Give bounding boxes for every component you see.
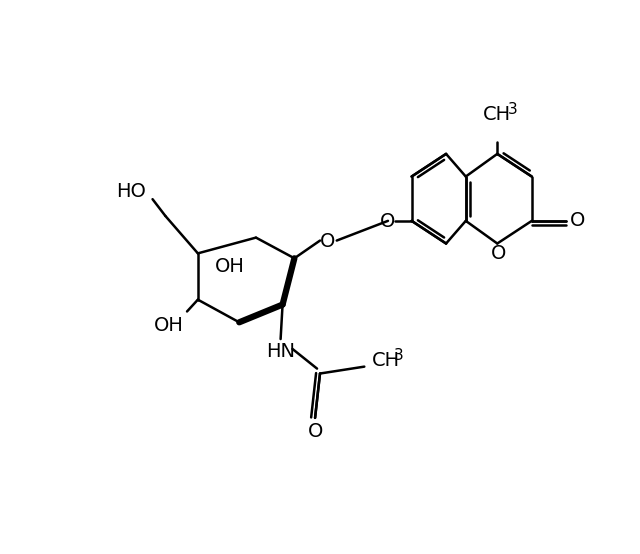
- Text: CH: CH: [372, 351, 401, 370]
- Text: O: O: [320, 232, 335, 251]
- Text: CH: CH: [483, 105, 511, 124]
- Text: O: O: [570, 212, 586, 230]
- Text: OH: OH: [214, 257, 244, 276]
- Text: O: O: [307, 422, 323, 441]
- Text: OH: OH: [154, 316, 184, 335]
- Text: HN: HN: [266, 342, 295, 361]
- Text: O: O: [491, 244, 506, 263]
- Text: O: O: [380, 212, 396, 232]
- Text: 3: 3: [394, 348, 404, 363]
- Text: 3: 3: [508, 102, 518, 117]
- Text: HO: HO: [116, 182, 146, 201]
